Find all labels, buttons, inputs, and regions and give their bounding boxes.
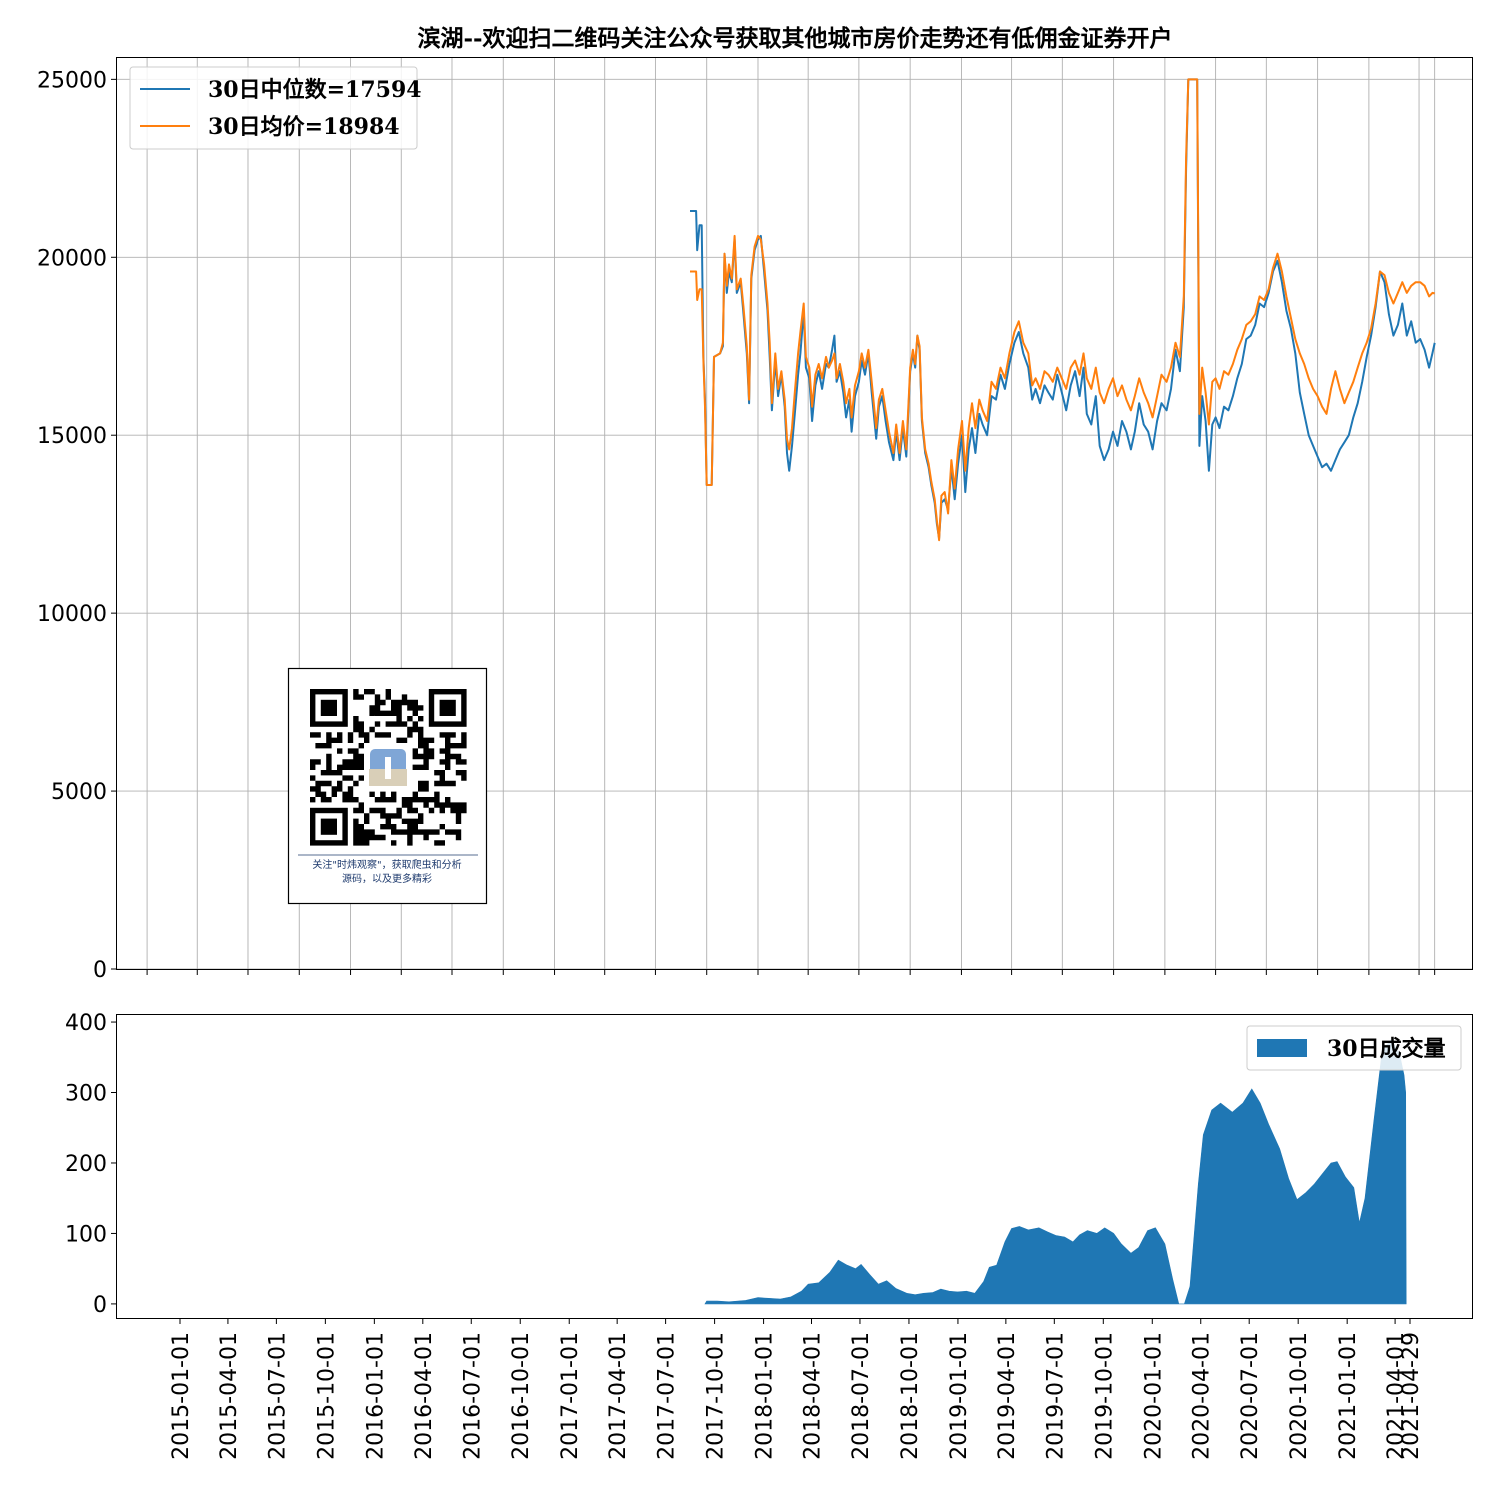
price-y-tick-label-3: 15000 xyxy=(37,424,107,449)
qr-finder-inner-2 xyxy=(320,818,337,835)
volume-x-tick-label-2: 2015-07-01 xyxy=(265,1332,290,1460)
volume-x-tick-label-23: 2020-10-01 xyxy=(1287,1332,1312,1460)
volume-area xyxy=(704,1039,1407,1305)
qr-code-icon xyxy=(310,689,467,846)
volume-x-ticks: 2015-01-01 2015-04-01 2015-07-01 2015-10-01… xyxy=(169,1318,1424,1460)
volume-y-tick-label-1: 100 xyxy=(65,1222,107,1247)
price-y-tick-label-1: 5000 xyxy=(51,780,107,805)
volume-x-tick-label-19: 2019-10-01 xyxy=(1092,1332,1117,1460)
volume-y-tick-label-3: 300 xyxy=(65,1082,107,1107)
volume-y-tick-label-2: 200 xyxy=(65,1152,107,1177)
volume-x-tick-label-10: 2017-07-01 xyxy=(655,1332,680,1460)
volume-x-tick-label-17: 2019-04-01 xyxy=(995,1332,1020,1460)
volume-y-tick-label-0: 0 xyxy=(93,1293,107,1318)
qr-modules xyxy=(310,689,467,846)
price-y-tick-label-4: 20000 xyxy=(37,246,107,271)
price-y-tick-label-5: 25000 xyxy=(37,68,107,93)
volume-x-tick-label-13: 2018-04-01 xyxy=(801,1332,826,1460)
volume-x-tick-label-5: 2016-04-01 xyxy=(412,1332,437,1460)
price-y-ticks: 0 5000 10000 15000 20000 25000 xyxy=(37,68,117,983)
qr-code-card: 关注"时炜观察"，获取爬虫和分析 源码，以及更多精彩 xyxy=(287,667,488,905)
volume-x-tick-label-3: 2015-10-01 xyxy=(314,1332,339,1460)
volume-x-tick-label-4: 2016-01-01 xyxy=(363,1332,388,1460)
price-plot-frame xyxy=(116,57,1473,970)
legend-median-label: 30日中位数=17594 xyxy=(208,77,422,103)
volume-x-tick-label-22: 2020-07-01 xyxy=(1238,1332,1263,1460)
volume-x-tick-label-26: 2021-04-29 xyxy=(1399,1332,1424,1460)
volume-x-tick-label-20: 2020-01-01 xyxy=(1141,1332,1166,1460)
legend-volume-swatch xyxy=(1257,1039,1307,1057)
price-legend: 30日中位数=17594 30日均价=18984 xyxy=(129,66,422,150)
qr-avatar-figure xyxy=(385,757,391,779)
volume-x-tick-label-15: 2018-10-01 xyxy=(898,1332,923,1460)
volume-legend: 30日成交量 xyxy=(1246,1025,1462,1071)
volume-area-fill xyxy=(704,1039,1407,1305)
volume-y-ticks: 0 100 200 300 400 xyxy=(65,1011,117,1318)
qr-caption-line2: 源码，以及更多精彩 xyxy=(342,872,432,885)
volume-x-tick-label-1: 2015-04-01 xyxy=(217,1332,242,1460)
volume-legend-box xyxy=(1246,1025,1462,1071)
legend-volume-label: 30日成交量 xyxy=(1327,1036,1446,1062)
price-lines xyxy=(690,78,1436,542)
volume-x-tick-label-21: 2020-04-01 xyxy=(1190,1332,1215,1460)
volume-x-tick-label-14: 2018-07-01 xyxy=(849,1332,874,1460)
chart-title: 滨湖--欢迎扫二维码关注公众号获取其他城市房价走势还有低佣金证券开户 xyxy=(417,25,1172,52)
volume-y-tick-label-4: 400 xyxy=(65,1011,107,1036)
volume-x-tick-label-18: 2019-07-01 xyxy=(1043,1332,1068,1460)
volume-x-tick-label-12: 2018-01-01 xyxy=(753,1332,778,1460)
volume-x-tick-label-16: 2019-01-01 xyxy=(947,1332,972,1460)
volume-x-tick-label-6: 2016-07-01 xyxy=(460,1332,485,1460)
qr-caption-line1: 关注"时炜观察"，获取爬虫和分析 xyxy=(312,858,461,871)
volume-x-tick-label-24: 2021-01-01 xyxy=(1336,1332,1361,1460)
price-y-tick-label-0: 0 xyxy=(93,958,107,983)
volume-x-tick-label-11: 2017-10-01 xyxy=(704,1332,729,1460)
price-grid xyxy=(117,58,1472,970)
mean-price-line xyxy=(690,78,1435,542)
volume-x-tick-label-7: 2016-10-01 xyxy=(509,1332,534,1460)
volume-x-tick-label-25: 2021-04-01 xyxy=(1384,1332,1409,1460)
legend-mean-label: 30日均价=18984 xyxy=(208,114,400,140)
volume-x-tick-label-8: 2017-01-01 xyxy=(558,1332,583,1460)
volume-x-tick-label-9: 2017-04-01 xyxy=(606,1332,631,1460)
price-legend-box xyxy=(129,66,418,150)
volume-plot-frame xyxy=(116,1014,1473,1319)
qr-finder-inner-1 xyxy=(439,699,456,716)
volume-x-tick-label-0: 2015-01-01 xyxy=(169,1332,194,1460)
qr-finder-inner-0 xyxy=(320,699,337,716)
price-y-tick-label-2: 10000 xyxy=(37,602,107,627)
